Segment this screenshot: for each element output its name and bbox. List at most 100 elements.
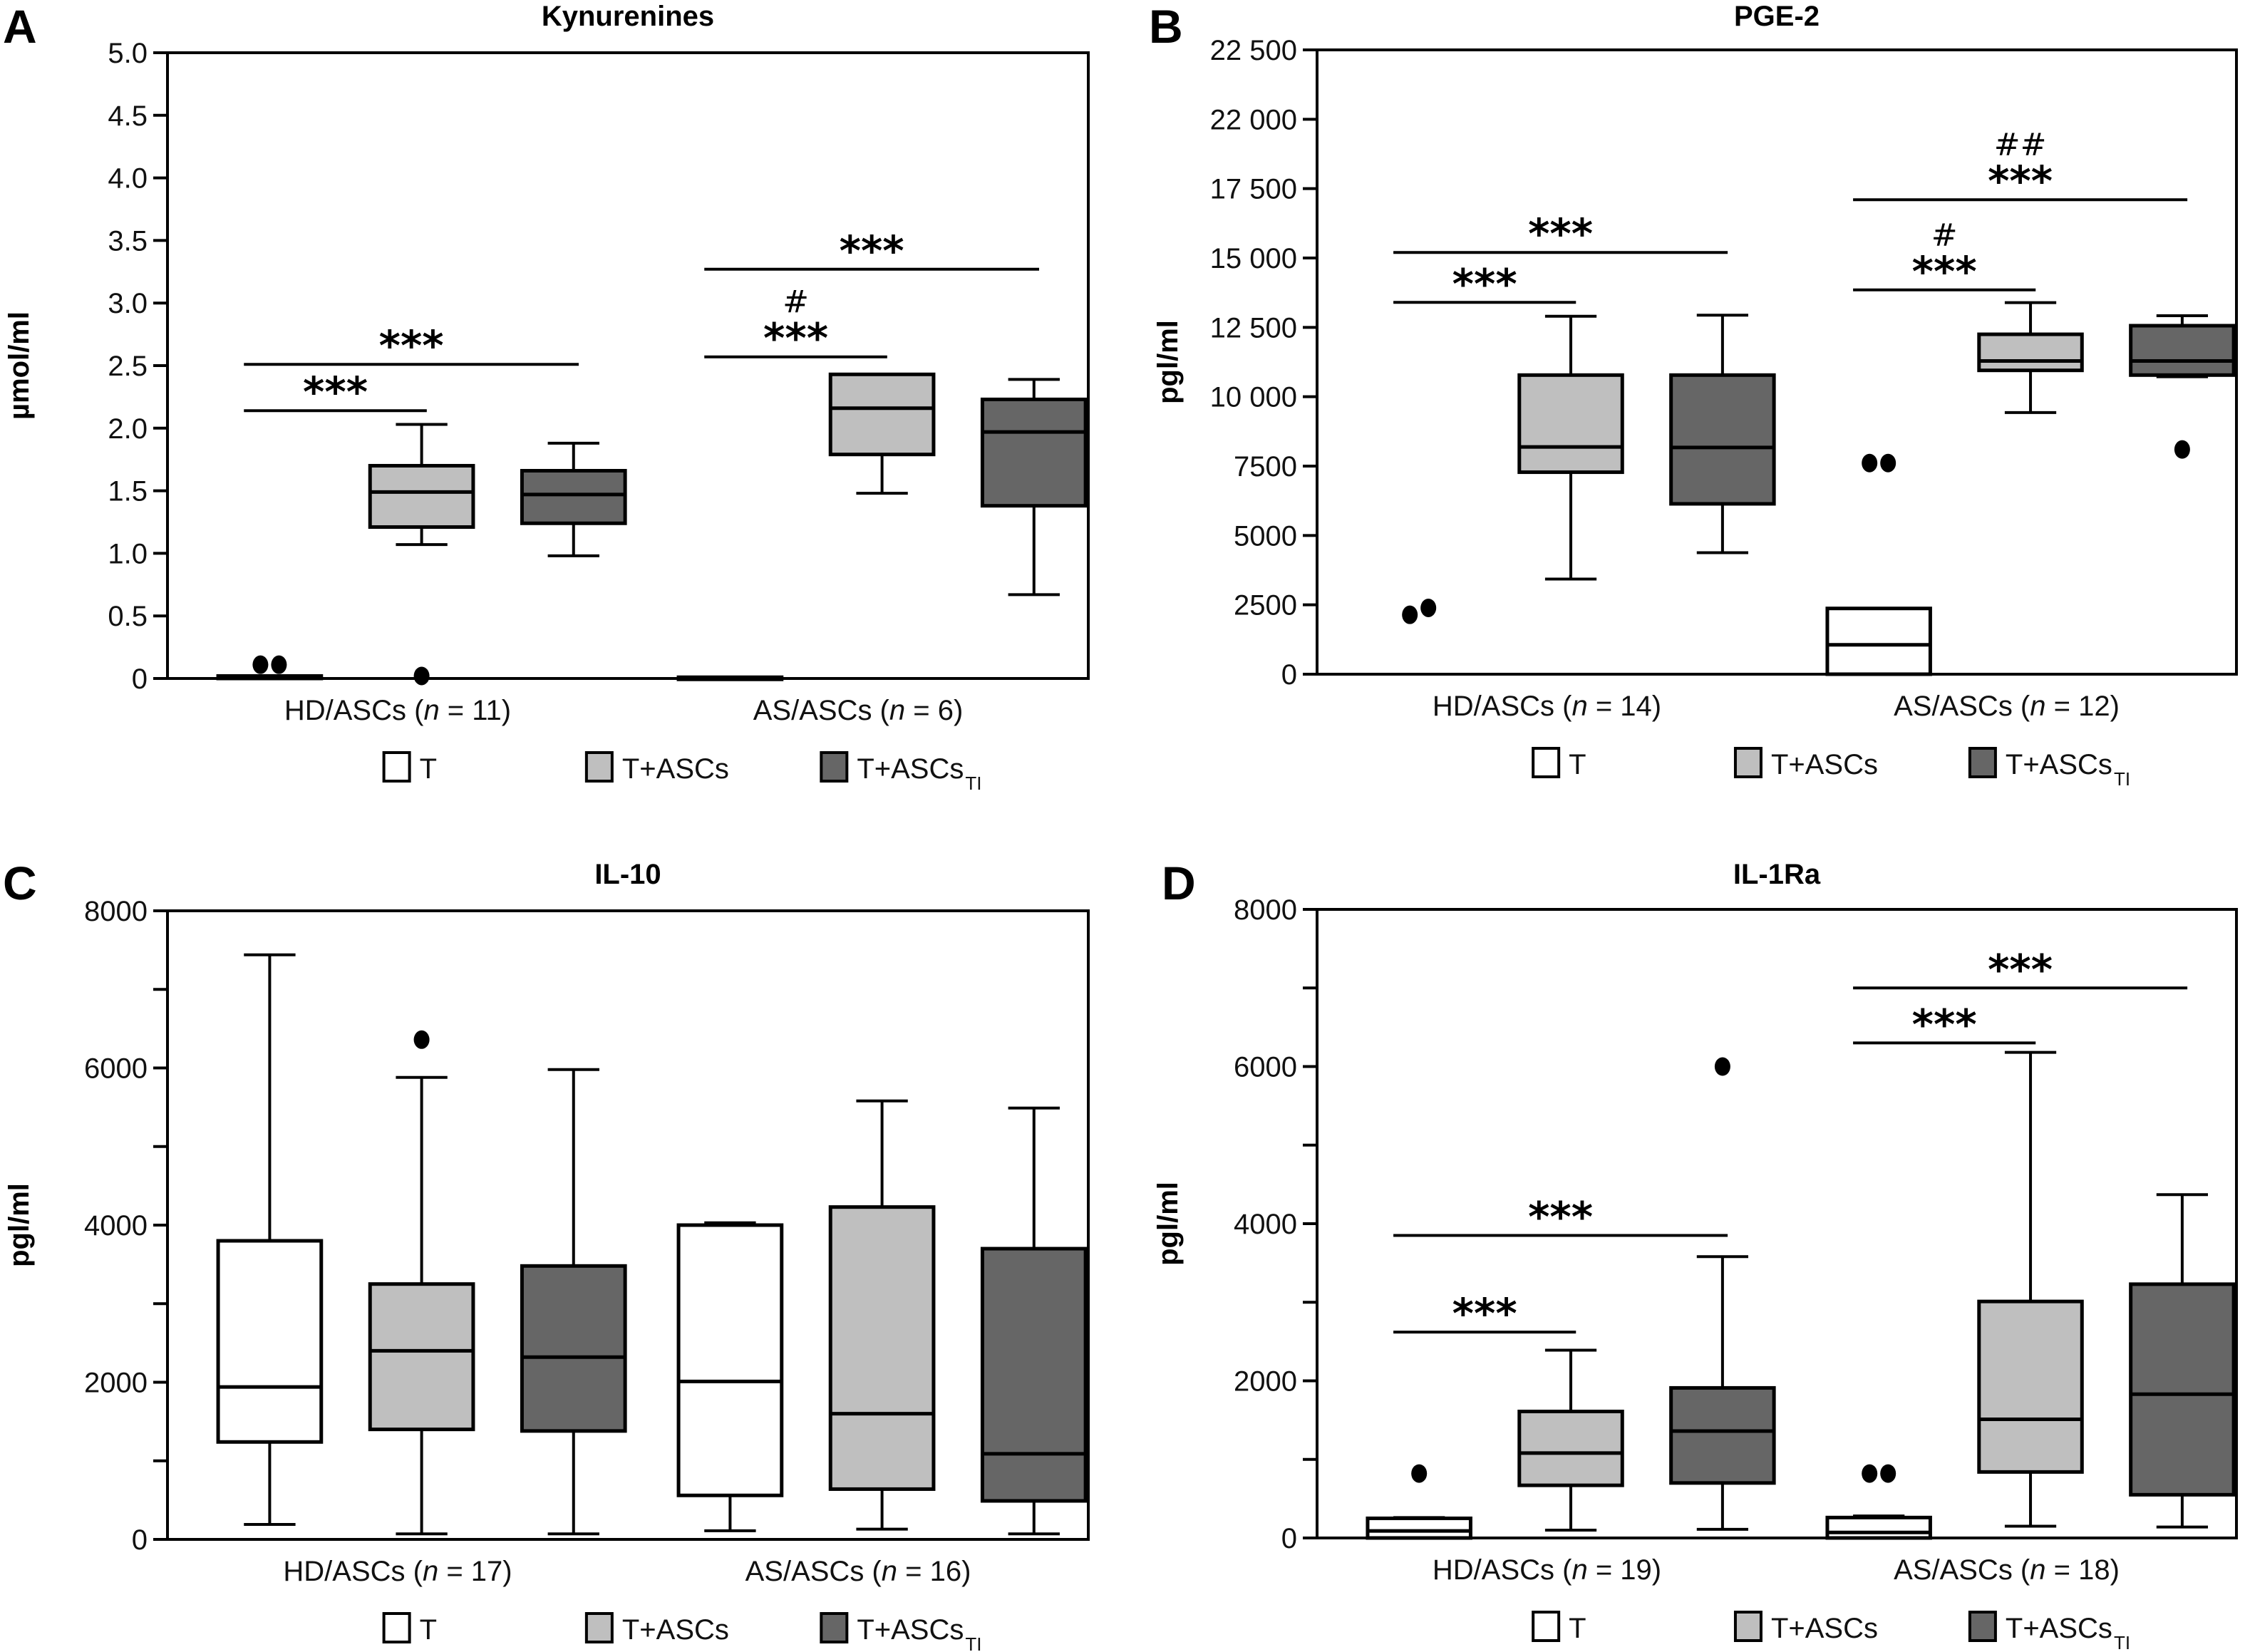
significance-annotation: *** bbox=[1393, 259, 1576, 308]
y-tick-label: 4.0 bbox=[108, 163, 148, 195]
panel-title: Kynurenines bbox=[542, 1, 714, 32]
outlier-point bbox=[1880, 1464, 1896, 1483]
panel-title: IL-1Ra bbox=[1733, 859, 1821, 890]
y-tick-label: 0 bbox=[1281, 659, 1297, 691]
significance-stars: *** bbox=[1452, 1289, 1517, 1338]
legend-label: T bbox=[420, 753, 437, 785]
box-t-plus-ascs-group-1 bbox=[1977, 301, 2084, 414]
y-tick-label: 1.5 bbox=[108, 476, 148, 507]
legend-swatch bbox=[820, 1612, 849, 1643]
box-iqr bbox=[520, 469, 627, 525]
legend-swatch bbox=[1968, 1611, 1997, 1642]
y-tick-label: 22 000 bbox=[1210, 104, 1297, 135]
significance-annotation: *** bbox=[1393, 1193, 1728, 1241]
category-label: HD/ASCs (n = 14) bbox=[1433, 691, 1661, 722]
significance-stars: *** bbox=[1988, 945, 2053, 993]
box-iqr bbox=[1825, 606, 1932, 676]
box-iqr bbox=[368, 1282, 475, 1432]
box-t-plus-ascs-group-0 bbox=[1517, 314, 1624, 581]
box-t-plus-ascsti-group-0 bbox=[1669, 314, 1776, 554]
significance-annotation: ***## bbox=[1853, 127, 2188, 205]
legend-swatch bbox=[1733, 1611, 1763, 1642]
box-t-plus-ascsti-group-1 bbox=[2129, 1193, 2236, 1529]
y-tick-label: 5.0 bbox=[108, 38, 148, 69]
box-t-group-1 bbox=[1825, 453, 1932, 676]
panel-b: B PGE-2 pgl/ml 0 2500 5000 7500 10 000 12 500 15 … bbox=[1149, 0, 2238, 790]
legend-swatch bbox=[820, 751, 849, 783]
box-t-group-0 bbox=[216, 655, 324, 681]
legend-item: T+ASCs TI bbox=[1968, 747, 2130, 790]
legend-swatch bbox=[1733, 747, 1763, 778]
significance-stars: *** bbox=[1528, 1193, 1593, 1241]
box-iqr bbox=[1669, 373, 1776, 506]
category-label-suffix: = 12) bbox=[2046, 691, 2120, 722]
y-tick-label: 7500 bbox=[1234, 451, 1297, 482]
legend-label: T+ASCs bbox=[622, 753, 729, 785]
significance-annotation: *** bbox=[244, 321, 579, 370]
y-axis-label: µmol/ml bbox=[4, 311, 35, 420]
significance-stars: *** bbox=[1912, 1000, 1977, 1048]
category-label: AS/ASCs (n = 6) bbox=[753, 695, 964, 726]
y-tick-label: 4000 bbox=[1234, 1209, 1297, 1240]
legend: T T+ASCs T+ASCs TI bbox=[382, 751, 981, 794]
legend-subscript: TI bbox=[2114, 1632, 2130, 1652]
box-iqr bbox=[520, 1264, 627, 1433]
significance-annotation: *** bbox=[1393, 1289, 1576, 1338]
legend-item: T+ASCs bbox=[1733, 747, 1878, 780]
box-t-group-1 bbox=[676, 1221, 784, 1532]
legend: T T+ASCs T+ASCs TI bbox=[1532, 1611, 2130, 1652]
significance-annotation: *** bbox=[1853, 1000, 2036, 1048]
box-iqr bbox=[1366, 1516, 1472, 1540]
outlier-point bbox=[2174, 440, 2190, 459]
category-label: AS/ASCs (n = 12) bbox=[1894, 691, 2120, 722]
outlier-point bbox=[413, 666, 430, 686]
significance-stars: *** bbox=[1452, 259, 1517, 308]
category-label-suffix: = 6) bbox=[905, 695, 963, 726]
outlier-point bbox=[1862, 1464, 1878, 1483]
category-label-suffix: = 18) bbox=[2046, 1554, 2120, 1586]
plot-frame bbox=[1316, 908, 2238, 1539]
plot-frame bbox=[166, 909, 1090, 1541]
y-tick-label: 2.0 bbox=[108, 413, 148, 445]
outlier-point bbox=[252, 655, 269, 674]
panel-a: A Kynurenines µmol/ml 0 0.5 1.0 1.5 2.0 2.5 3.0 3.… bbox=[3, 0, 1090, 794]
y-tick-label: 6000 bbox=[84, 1053, 148, 1085]
significance-annotation: *** bbox=[1853, 945, 2188, 993]
legend-item: T+ASCs bbox=[584, 1612, 729, 1646]
significance-stars: *** bbox=[763, 314, 828, 363]
box-t-group-0 bbox=[1366, 1464, 1472, 1540]
y-tick-label: 3.0 bbox=[108, 288, 148, 319]
legend-swatch bbox=[584, 1612, 614, 1643]
panel-letter: A bbox=[3, 0, 37, 53]
legend-swatch bbox=[382, 751, 411, 783]
y-axis-label: pgl/ml bbox=[4, 1183, 35, 1267]
category-label-n: n bbox=[1572, 1554, 1587, 1586]
legend-label: T+ASCs bbox=[857, 753, 964, 785]
y-tick-label: 2500 bbox=[1234, 590, 1297, 621]
legend-item: T+ASCs bbox=[584, 751, 729, 785]
category-label-suffix: = 14) bbox=[1588, 691, 1661, 722]
box-t-plus-ascs-group-1 bbox=[828, 372, 936, 495]
box-t-plus-ascsti-group-0 bbox=[520, 441, 627, 557]
legend-item: T+ASCs TI bbox=[1968, 1611, 2130, 1652]
category-label-suffix: = 17) bbox=[438, 1556, 512, 1587]
category-label-prefix: HD/ASCs ( bbox=[284, 695, 424, 726]
box-iqr bbox=[2129, 324, 2236, 377]
panel-title: PGE-2 bbox=[1734, 1, 1820, 32]
box-t-plus-ascsti-group-1 bbox=[980, 378, 1088, 597]
significance-hash: ## bbox=[1994, 127, 2047, 163]
legend-label: T+ASCs bbox=[2006, 1613, 2112, 1644]
legend-item: T+ASCs TI bbox=[820, 751, 981, 794]
category-label-n: n bbox=[2030, 1554, 2045, 1586]
legend-item: T bbox=[1532, 1611, 1586, 1644]
category-label-prefix: HD/ASCs ( bbox=[283, 1556, 423, 1587]
box-iqr bbox=[980, 1246, 1088, 1503]
significance-annotation: ***# bbox=[704, 284, 887, 363]
significance-hash: # bbox=[783, 284, 809, 321]
legend-label: T bbox=[1569, 749, 1586, 780]
category-label-n: n bbox=[1572, 691, 1587, 722]
category-label-prefix: AS/ASCs ( bbox=[1894, 1554, 2030, 1586]
legend: T T+ASCs T+ASCs TI bbox=[382, 1612, 981, 1652]
y-tick-label: 0 bbox=[1281, 1523, 1297, 1554]
